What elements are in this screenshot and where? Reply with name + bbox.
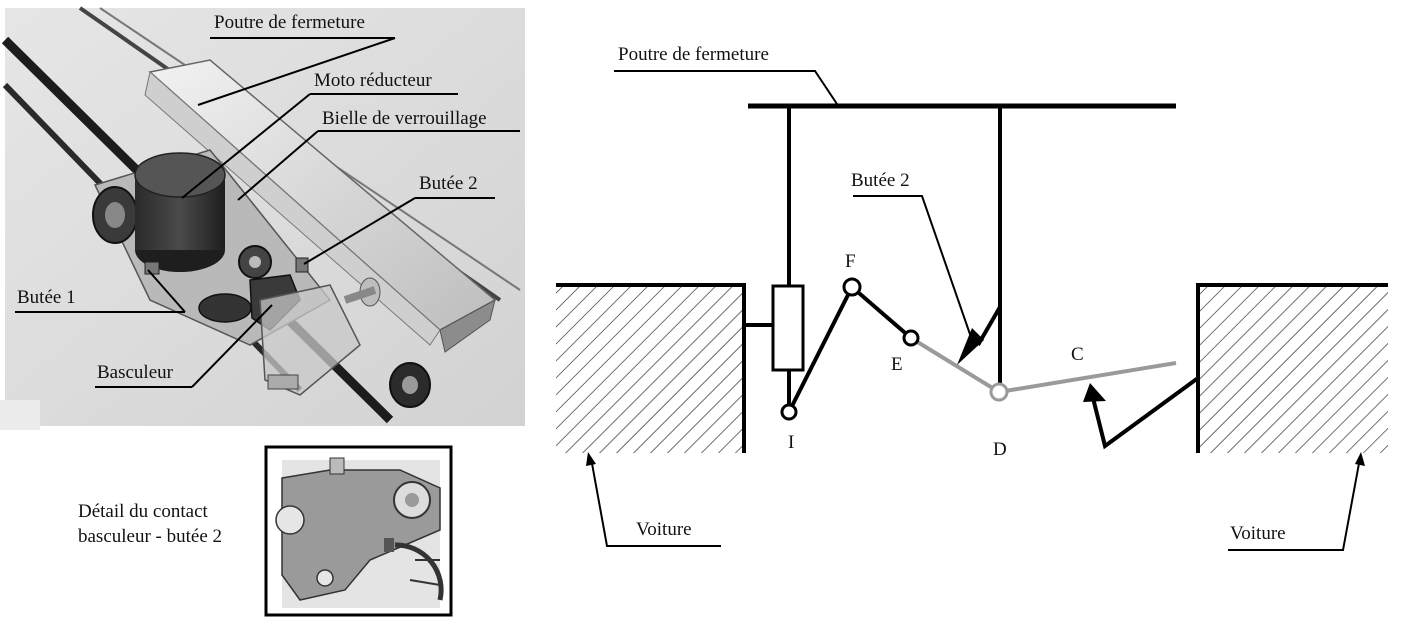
detail-inset: Détail du contact basculeur - butée 2 [78, 445, 453, 617]
label-basculeur: Basculeur [97, 362, 174, 383]
arrow-butee2 [957, 328, 984, 365]
label-bielle-verrouillage: Bielle de verrouillage [322, 108, 487, 129]
point-label-D: D [993, 439, 1007, 460]
stop2-part [295, 257, 309, 273]
label-poutre-schematic: Poutre de fermeture [618, 44, 769, 65]
leader-voiture-right [1228, 457, 1361, 551]
leader-butee2-schematic [853, 195, 973, 341]
label-poutre-photo: Poutre de fermeture [214, 12, 365, 33]
label-butee2-photo: Butée 2 [419, 173, 478, 194]
motor-top [134, 152, 226, 198]
detail-stop [329, 457, 345, 475]
arrow-right-stop [1083, 383, 1106, 402]
detail-caption-line2: basculeur - butée 2 [78, 526, 222, 547]
label-butee2-schematic: Butée 2 [851, 170, 910, 191]
stop-right-arm [1091, 376, 1200, 450]
joint-D [989, 382, 1009, 402]
stop1-part [144, 261, 160, 275]
link-ED [909, 336, 1001, 394]
label-voiture-left: Voiture [636, 519, 692, 540]
point-label-I: I [788, 432, 794, 453]
photo-leader-lines [15, 37, 520, 388]
joint-I [780, 403, 798, 421]
point-label-E: E [891, 354, 903, 375]
link-IF [787, 286, 854, 413]
kinematic-schematic: Poutre de fermeture Butée 2 [556, 44, 1388, 551]
cam-block [259, 284, 361, 396]
slider-block [771, 284, 805, 372]
joint-F [842, 277, 862, 297]
leader-poutre-schematic [614, 70, 838, 105]
label-moto-reducteur: Moto réducteur [314, 70, 432, 91]
label-voiture-right: Voiture [1230, 523, 1286, 544]
detail-caption-line1: Détail du contact [78, 501, 209, 522]
photo-mechanism: Poutre de fermeture Moto réducteur Biell… [0, 6, 525, 430]
joint-E [902, 329, 920, 347]
label-butee1: Butée 1 [17, 287, 76, 308]
point-label-C: C [1071, 344, 1084, 365]
car-body-right [1196, 283, 1388, 453]
leader-voiture-left [590, 457, 721, 547]
car-body-left [556, 283, 746, 453]
point-label-F: F [845, 251, 856, 272]
link-DC [998, 361, 1177, 394]
link-FE [850, 285, 913, 340]
